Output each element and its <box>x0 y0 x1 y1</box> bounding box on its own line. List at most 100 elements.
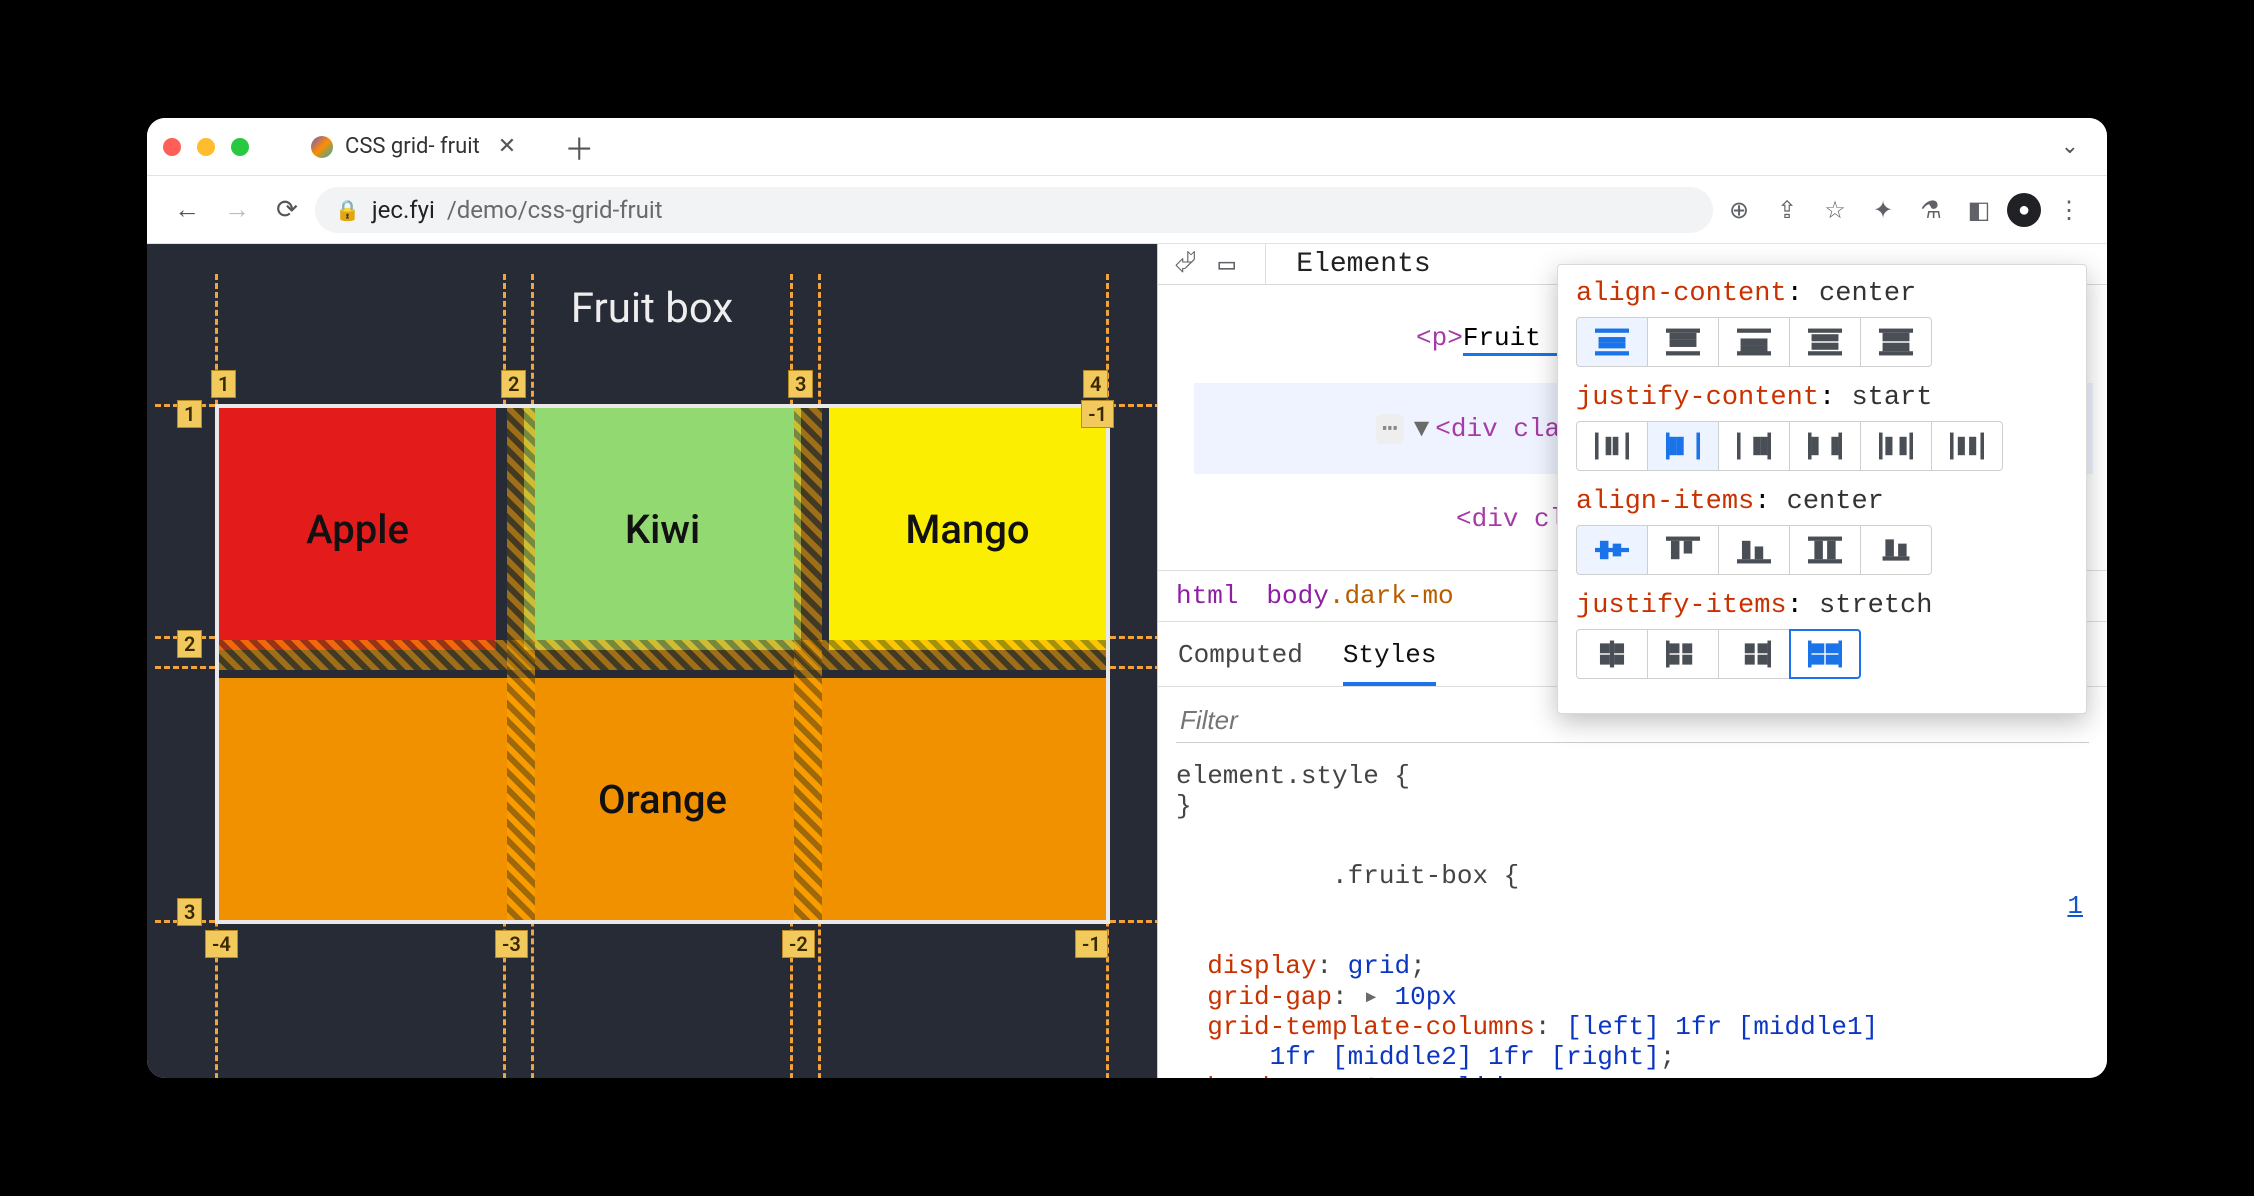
labs-icon[interactable]: ⚗ <box>1911 190 1951 230</box>
profile-avatar[interactable]: ● <box>2007 193 2041 227</box>
grid-cell-kiwi[interactable]: Kiwi <box>524 408 801 650</box>
css-val-gridgap: 10px <box>1395 982 1457 1012</box>
grid-label-col-4: 4 <box>1083 370 1108 398</box>
grid-label-row-neg1: -1 <box>1081 400 1114 428</box>
fruit-box-grid[interactable]: Apple Kiwi Mango Orange <box>215 404 1110 924</box>
subtab-styles[interactable]: Styles <box>1343 632 1437 686</box>
grid-label-col-b2: -3 <box>495 930 528 958</box>
expand-triangle-icon[interactable]: ▸ <box>1363 982 1394 1012</box>
lock-icon: 🔒 <box>335 198 360 222</box>
align-option-button[interactable] <box>1576 317 1648 367</box>
url-path: /demo/css-grid-fruit <box>447 196 663 224</box>
chrome-menu-icon[interactable]: ⋮ <box>2049 190 2089 230</box>
popover-value: center <box>1787 487 1884 517</box>
cell-label: Apple <box>306 506 409 553</box>
popover-label: justify-items: stretch <box>1576 591 2068 621</box>
align-option-button[interactable] <box>1860 421 1932 471</box>
expand-triangle-icon[interactable]: ▸ <box>1332 1073 1363 1078</box>
back-button[interactable]: ← <box>165 188 209 232</box>
cell-label: Kiwi <box>625 506 700 553</box>
grid-label-col-1: 1 <box>211 370 236 398</box>
grid-label-row-3: 3 <box>177 898 202 926</box>
align-option-button[interactable] <box>1647 317 1719 367</box>
tab-title: CSS grid- fruit <box>345 134 480 159</box>
align-option-button[interactable] <box>1576 525 1648 575</box>
align-option-button[interactable] <box>1647 629 1719 679</box>
css-val-border: 2px solid <box>1363 1073 1503 1078</box>
align-option-button[interactable] <box>1789 317 1861 367</box>
omnibox[interactable]: 🔒 jec.fyi/demo/css-grid-fruit <box>315 187 1713 233</box>
new-tab-button[interactable]: ＋ <box>550 125 608 169</box>
extensions-icon[interactable]: ✦ <box>1863 190 1903 230</box>
window-zoom[interactable] <box>231 138 249 156</box>
align-option-button[interactable] <box>1718 317 1790 367</box>
popover-prop: justify-items <box>1576 591 1787 621</box>
grid-label-col-b4: -1 <box>1075 930 1108 958</box>
grid-cell-apple[interactable]: Apple <box>219 408 496 650</box>
browser-tab[interactable]: CSS grid- fruit ✕ <box>295 124 538 169</box>
grid-overlay-wrapper: Apple Kiwi Mango Orange 1 2 3 4 1 2 3 -1 <box>215 404 1110 924</box>
tab-close-icon[interactable]: ✕ <box>492 134 522 159</box>
window-minimize[interactable] <box>197 138 215 156</box>
popover-button-row <box>1576 525 2068 575</box>
tab-list-button[interactable]: ⌄ <box>2049 134 2091 159</box>
grid-label-row-1: 1 <box>177 400 202 428</box>
forward-button[interactable]: → <box>215 188 259 232</box>
grid-label-col-b1: -4 <box>205 930 238 958</box>
popover-button-row <box>1576 629 2068 679</box>
popover-value: stretch <box>1819 591 1932 621</box>
popover-value: start <box>1851 383 1932 413</box>
element-style-close: } <box>1176 791 1192 821</box>
zoom-icon[interactable]: ⊕ <box>1719 190 1759 230</box>
popover-prop: align-content <box>1576 279 1787 309</box>
page-title: Fruit box <box>147 244 1157 363</box>
device-mode-icon[interactable]: ▭ <box>1218 247 1235 282</box>
window-close[interactable] <box>163 138 181 156</box>
align-option-button[interactable] <box>1789 525 1861 575</box>
align-option-button[interactable] <box>1647 525 1719 575</box>
bookmark-icon[interactable]: ☆ <box>1815 190 1855 230</box>
disclose-triangle-icon[interactable]: ▼ <box>1414 414 1436 444</box>
grid-label-row-2: 2 <box>177 630 202 658</box>
rule-source-link[interactable]: 1 <box>2067 891 2089 921</box>
dom-ellipsis: ⋯ <box>1376 414 1404 444</box>
align-option-button[interactable] <box>1718 421 1790 471</box>
breadcrumb-body[interactable]: body.dark-mo <box>1266 581 1453 611</box>
cell-label: Mango <box>905 506 1029 553</box>
popover-prop: align-items <box>1576 487 1754 517</box>
popover-prop: justify-content <box>1576 383 1819 413</box>
browser-window: CSS grid- fruit ✕ ＋ ⌄ ← → ⟳ 🔒 jec.fyi/de… <box>147 118 2107 1078</box>
popover-group-align-content: align-content: center <box>1576 279 2068 367</box>
grid-label-col-b3: -2 <box>782 930 815 958</box>
align-option-button[interactable] <box>1860 525 1932 575</box>
align-option-button[interactable] <box>1647 421 1719 471</box>
devtools-tab-elements[interactable]: Elements <box>1296 249 1430 280</box>
align-option-button[interactable] <box>1860 317 1932 367</box>
align-option-button[interactable] <box>1718 525 1790 575</box>
popover-value: center <box>1819 279 1916 309</box>
align-option-button[interactable] <box>1576 421 1648 471</box>
dom-tag-p: <p> <box>1416 323 1463 353</box>
css-prop-gtc: grid-template-columns <box>1207 1012 1535 1042</box>
reload-button[interactable]: ⟳ <box>265 188 309 232</box>
subtab-computed[interactable]: Computed <box>1178 632 1303 686</box>
align-option-button[interactable] <box>1718 629 1790 679</box>
align-option-button[interactable] <box>1576 629 1648 679</box>
cell-label: Orange <box>598 776 727 823</box>
grid-cell-orange[interactable]: Orange <box>219 678 1106 920</box>
tab-strip: CSS grid- fruit ✕ ＋ ⌄ <box>147 118 2107 176</box>
sidepanel-icon[interactable]: ◧ <box>1959 190 1999 230</box>
share-icon[interactable]: ⇪ <box>1767 190 1807 230</box>
devtools-panel: ⮰ ▭ Elements <p>Fruit bo ⋯▼<div class= <… <box>1157 244 2107 1078</box>
popover-label: justify-content: start <box>1576 383 2068 413</box>
breadcrumb-html[interactable]: html <box>1176 581 1238 611</box>
dom-tag-div2: <div <box>1456 504 1518 534</box>
popover-group-align-items: align-items: center <box>1576 487 2068 575</box>
grid-cell-mango[interactable]: Mango <box>829 408 1106 650</box>
inspect-icon[interactable]: ⮰ <box>1174 248 1196 280</box>
styles-pane[interactable]: element.style { } .fruit-box { 1 display… <box>1158 755 2107 1078</box>
align-option-button[interactable] <box>1931 421 2003 471</box>
toolbar-icons: ⊕ ⇪ ☆ ✦ ⚗ ◧ ● ⋮ <box>1719 190 2089 230</box>
align-option-button[interactable] <box>1789 629 1861 679</box>
align-option-button[interactable] <box>1789 421 1861 471</box>
